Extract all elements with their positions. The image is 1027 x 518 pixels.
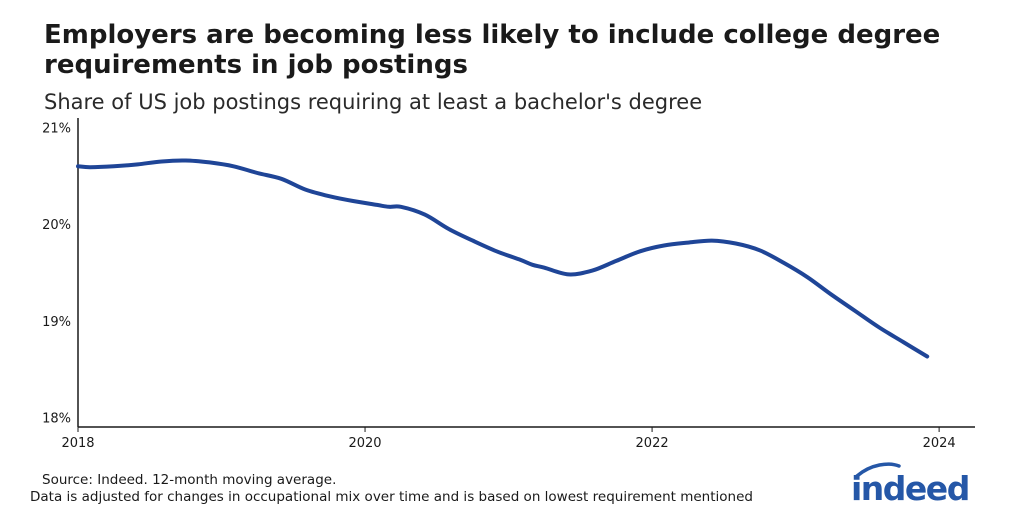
- y-tick-label: 20%: [42, 218, 71, 233]
- svg-text:indeed: indeed: [851, 469, 969, 506]
- indeed-logo: indeed: [851, 462, 970, 506]
- x-tick-label: 2022: [636, 436, 669, 451]
- chart-axes: [77, 118, 975, 428]
- x-axis-labels: 2018 2020 2022 2024: [61, 427, 956, 451]
- x-tick-label: 2018: [61, 436, 94, 451]
- y-tick-label: 21%: [42, 122, 71, 137]
- chart-subtitle: Share of US job postings requiring at le…: [44, 90, 703, 114]
- x-tick-label: 2024: [923, 436, 956, 451]
- x-tick-label: 2020: [348, 436, 381, 451]
- y-tick-label: 18%: [42, 411, 71, 426]
- y-axis-labels: 18% 19% 20% 21%: [42, 122, 71, 427]
- source-note: Source: Indeed. 12-month moving average.: [42, 472, 337, 488]
- logo-arc: [855, 462, 901, 478]
- series-line-0: [76, 158, 930, 359]
- methodology-note: Data is adjusted for changes in occupati…: [30, 489, 753, 505]
- y-tick-label: 19%: [42, 315, 71, 330]
- chart-title: Employers are becoming less likely to in…: [44, 20, 941, 80]
- series-lines: [76, 158, 930, 359]
